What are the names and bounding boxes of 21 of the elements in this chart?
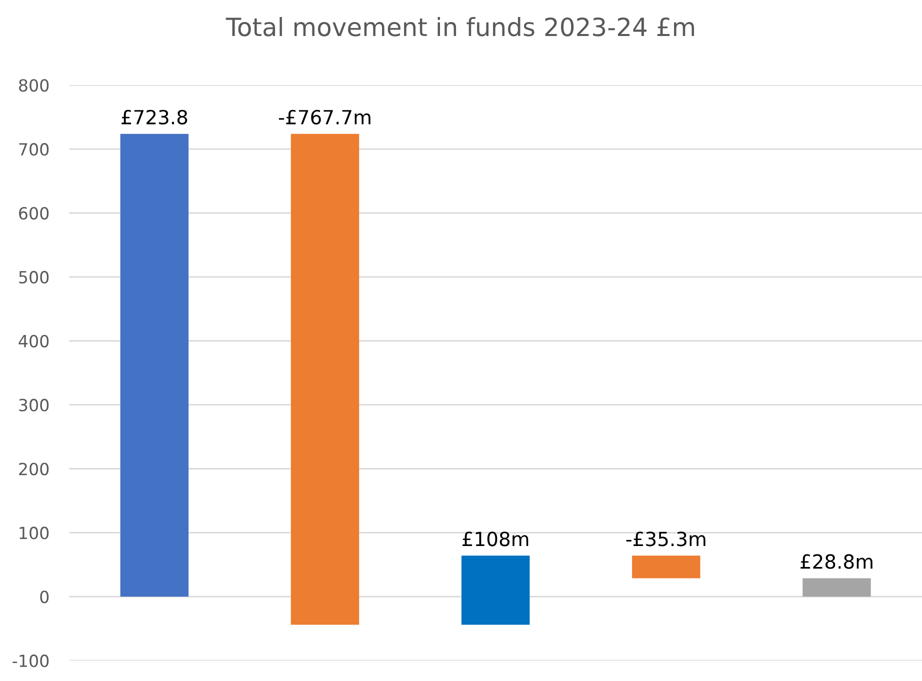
bar <box>802 578 871 597</box>
y-tick-label: 300 <box>19 398 49 412</box>
data-label: £723.8 <box>122 110 188 125</box>
bar <box>290 134 360 625</box>
data-label: -£767.7m <box>278 110 370 125</box>
data-label: £108m <box>462 532 528 546</box>
bar <box>120 134 189 597</box>
y-tick-label: 500 <box>19 270 49 284</box>
y-tick-label: 800 <box>19 79 49 92</box>
y-tick-label: 400 <box>18 334 49 348</box>
bar <box>461 556 530 625</box>
data-label: -£35.3m <box>626 532 706 546</box>
y-tick-label: 100 <box>20 526 49 540</box>
y-tick-label: 700 <box>19 143 49 156</box>
chart-title: Total movement in funds 2023-24 £m <box>226 17 694 36</box>
bar <box>632 556 700 578</box>
y-tick-label: 200 <box>19 462 49 476</box>
y-tick-label: -100 <box>12 654 49 668</box>
y-tick-label: 0 <box>40 590 49 604</box>
y-tick-label: 600 <box>19 206 49 220</box>
data-label: £28.8m <box>800 554 872 569</box>
